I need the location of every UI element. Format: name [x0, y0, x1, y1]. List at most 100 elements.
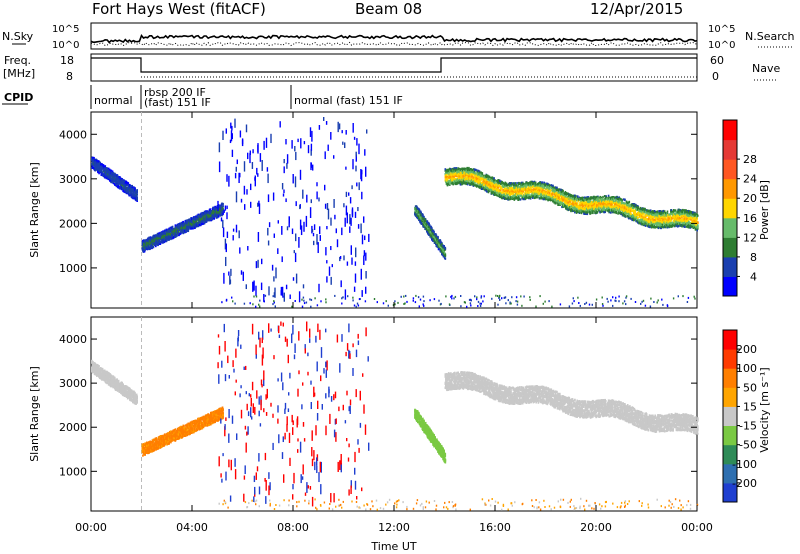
power-echo-cell: [109, 168, 111, 171]
station-title: Fort Hays West (fitACF): [92, 0, 266, 18]
power-echo-cell: [152, 238, 154, 241]
cpid-panel: CPID normal rbsp 200 IF (fast) 151 IF no…: [2, 85, 403, 109]
power-echo-cell: [420, 213, 422, 216]
power-echo-cell: [429, 228, 431, 231]
power-echo-cell: [100, 169, 103, 172]
power-echo-cell: [97, 162, 100, 165]
power-echo-cell: [96, 167, 99, 170]
power-echo-cell: [115, 182, 117, 185]
power-echo-cell: [102, 164, 105, 167]
power-echo-cell: [153, 240, 155, 243]
power-echo-cell: [481, 172, 484, 175]
power-echo-cell: [119, 182, 121, 185]
power-echo-cell: [112, 176, 114, 179]
power-echo-cell: [417, 214, 419, 217]
power-echo-cell: [178, 230, 180, 233]
power-echo-cell: [152, 243, 154, 246]
power-echo-cell: [206, 219, 208, 223]
power-echo-cell: [141, 241, 144, 244]
power-echo-band: [414, 205, 447, 260]
power-echo-cell: [133, 190, 135, 193]
power-echo-cell: [104, 165, 107, 168]
power-echo-cell: [95, 166, 98, 169]
power-echo-cell: [189, 227, 191, 230]
power-echo-cell: [187, 227, 190, 231]
power-echo-cell: [433, 231, 435, 234]
power-echo-cell: [165, 240, 168, 243]
power-echo-cell: [575, 195, 577, 198]
power-echo-cell: [111, 178, 113, 181]
power-echo-cell: [93, 156, 95, 160]
power-echo-cell: [517, 185, 519, 188]
power-echo-cell: [134, 193, 136, 196]
power-echo-cell: [136, 191, 138, 194]
power-echo-cell: [102, 166, 104, 169]
power-echo-cell: [124, 187, 127, 191]
power-echo-cell: [418, 213, 421, 216]
power-echo-cell: [174, 225, 177, 228]
power-echo-cell: [210, 216, 212, 219]
power-echo-cell: [121, 184, 123, 187]
power-echo-cell: [177, 226, 179, 229]
power-echo-cell: [429, 226, 431, 229]
power-echo-cell: [94, 163, 97, 167]
power-echo-cell: [134, 187, 136, 190]
power-echo-cell: [193, 218, 196, 221]
power-echo-cell: [427, 229, 430, 232]
power-echo-cell: [152, 246, 155, 249]
power-echo-cell: [131, 184, 133, 188]
power-echo-cell: [143, 250, 146, 253]
power-echo-cell: [426, 225, 429, 228]
power-echo-cell: [505, 194, 507, 198]
power-echo-cell: [144, 245, 147, 248]
power-echo-cell: [518, 192, 520, 195]
power-echo-cell: [555, 202, 557, 205]
power-echo-cell: [445, 173, 448, 177]
power-echo-cell: [92, 166, 94, 170]
power-echo-cell: [144, 240, 147, 243]
power-echo-cell: [197, 214, 200, 217]
power-echo-cell: [221, 206, 224, 209]
power-echo-cell: [415, 208, 417, 211]
power-echo-cell: [128, 194, 131, 197]
cpid-mode-rbsp-fast: (fast) 151 IF: [144, 96, 211, 109]
power-echo-cell: [136, 199, 138, 202]
power-echo-cell: [116, 179, 118, 182]
power-echo-cell: [168, 238, 170, 241]
power-echo-cell: [157, 241, 159, 244]
power-echo-cell: [151, 236, 153, 239]
power-echo-cell: [172, 227, 175, 230]
power-echo-cell: [175, 224, 178, 227]
power-echo-cell: [418, 208, 421, 212]
cpid-label: CPID: [4, 91, 33, 104]
power-echo-cell: [182, 220, 185, 224]
power-echo-cell: [189, 218, 191, 221]
power-echo-cell: [211, 217, 214, 220]
power-echo-cell: [222, 207, 224, 210]
power-echo-cell: [444, 257, 447, 260]
power-echo-cell: [113, 180, 115, 183]
power-echo-cell: [124, 180, 126, 183]
power-echo-cell: [110, 176, 112, 179]
power-echo-cell: [132, 186, 134, 189]
power-echo-cell: [592, 211, 594, 215]
power-echo-cell: [222, 205, 224, 208]
power-echo-cell: [96, 168, 99, 171]
power-echo-cell: [195, 218, 198, 222]
power-echo-cell: [216, 216, 219, 219]
power-echo-cell: [222, 202, 224, 206]
power-echo-cell: [118, 181, 121, 184]
power-echo-cell: [195, 215, 197, 218]
power-echo-cell: [169, 231, 171, 234]
power-echo-cell: [429, 229, 431, 232]
power-echo-cell: [212, 206, 215, 209]
power-echo-cell: [100, 173, 103, 176]
power-echo-cell: [107, 178, 110, 181]
power-echo-cell: [166, 233, 168, 236]
power-echo-cell: [576, 195, 579, 198]
power-echo-cell: [171, 225, 174, 228]
power-echo-cell: [116, 174, 119, 177]
power-echo-cell: [222, 212, 224, 215]
power-echo-cell: [155, 242, 158, 245]
